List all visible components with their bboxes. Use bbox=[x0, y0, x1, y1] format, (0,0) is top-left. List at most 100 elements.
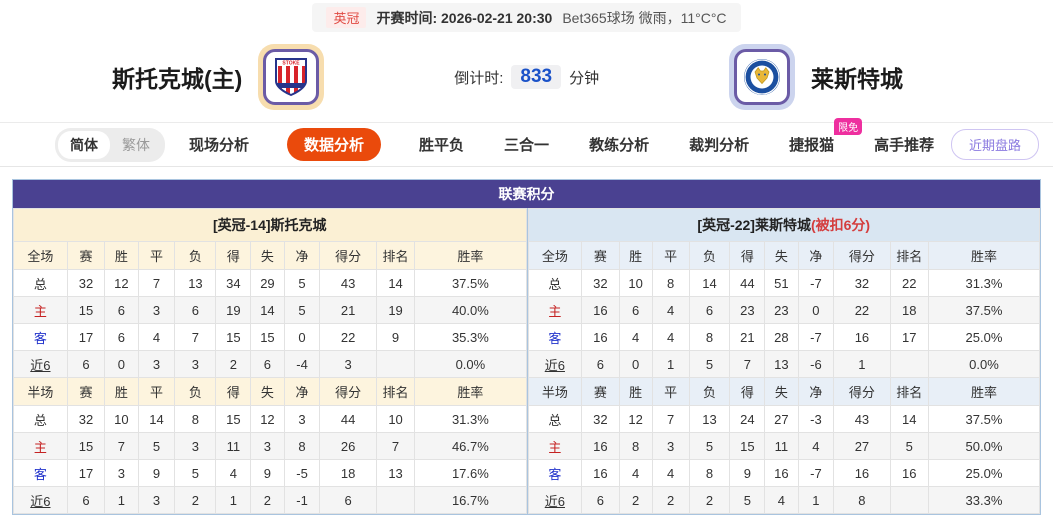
column-header-row: 半场赛胜平负得失净得分 排名 胜率 bbox=[527, 377, 1041, 406]
table-cell: 13 bbox=[688, 405, 731, 433]
column-header: 胜 bbox=[618, 377, 653, 406]
table-cell: 2 bbox=[688, 486, 731, 514]
table-cell: 25.0% bbox=[927, 459, 1041, 487]
table-cell: 16 bbox=[581, 296, 620, 324]
tab-win-draw-lose[interactable]: 胜平负 bbox=[419, 137, 465, 154]
table-cell: 18 bbox=[319, 459, 377, 487]
table-cell: 21 bbox=[729, 323, 766, 351]
table-cell: 37.5% bbox=[927, 296, 1041, 324]
table-cell: 32 bbox=[581, 405, 620, 433]
table-cell: 12 bbox=[104, 269, 139, 297]
tab-referee-analysis[interactable]: 裁判分析 bbox=[689, 137, 750, 154]
row-label[interactable]: 近6 bbox=[13, 486, 68, 514]
table-cell: 26 bbox=[319, 432, 377, 460]
table-row: 客 16 4 4 8 9 16 -7 16 16 25.0% bbox=[527, 459, 1041, 487]
row-label: 主 bbox=[13, 296, 68, 324]
recent-trend-button[interactable]: 近期盘路 bbox=[950, 129, 1039, 160]
column-header: 得 bbox=[215, 377, 252, 406]
team-table-title: [英冠-14]斯托克城 bbox=[212, 217, 327, 233]
table-cell: 4 bbox=[618, 459, 653, 487]
row-label[interactable]: 近6 bbox=[527, 350, 583, 378]
table-cell: 15 bbox=[729, 432, 766, 460]
table-cell: 15 bbox=[215, 405, 252, 433]
points-deduction-note: (被扣6分) bbox=[810, 217, 871, 233]
table-cell: 6 bbox=[250, 350, 285, 378]
column-header: 胜 bbox=[618, 241, 653, 270]
away-team-badge bbox=[729, 44, 795, 110]
column-header: 失 bbox=[764, 241, 799, 270]
tab-coach-analysis[interactable]: 教练分析 bbox=[589, 137, 650, 154]
limited-free-badge: 限免 bbox=[834, 118, 863, 135]
table-cell: 33.3% bbox=[927, 486, 1041, 514]
table-cell: 7 bbox=[137, 269, 176, 297]
table-cell: -6 bbox=[797, 350, 835, 378]
column-header: 胜率 bbox=[414, 377, 527, 406]
column-header: 平 bbox=[651, 241, 690, 270]
table-cell: 6 bbox=[174, 296, 217, 324]
tab-live-analysis[interactable]: 现场分析 bbox=[189, 137, 250, 154]
table-cell: 3 bbox=[104, 459, 139, 487]
team-table-title: [英冠-22]莱斯特城 bbox=[697, 217, 811, 233]
table-cell: 6 bbox=[319, 486, 377, 514]
language-toggle[interactable]: 简体 繁体 bbox=[55, 127, 165, 162]
table-row: 近6 6 2 2 2 5 4 1 8 33.3% bbox=[527, 486, 1041, 514]
table-cell: 31.3% bbox=[927, 269, 1041, 297]
match-header: 斯托克城(主) STOKE bbox=[0, 32, 1053, 122]
away-team-block: 莱斯特城 bbox=[729, 44, 903, 110]
table-cell: 3 bbox=[174, 350, 217, 378]
table-cell bbox=[889, 350, 929, 378]
match-info-bar: 英冠 开赛时间: 2026-02-21 20:30 Bet365球场 微雨，11… bbox=[0, 0, 1053, 32]
table-cell: 8 bbox=[618, 432, 653, 460]
table-cell: 10 bbox=[104, 405, 139, 433]
table-cell: 5 bbox=[283, 296, 321, 324]
row-label[interactable]: 近6 bbox=[527, 486, 583, 514]
table-cell: 6 bbox=[618, 296, 653, 324]
tab-three-in-one[interactable]: 三合一 bbox=[504, 137, 550, 154]
column-header: 得 bbox=[729, 377, 766, 406]
table-cell bbox=[889, 486, 929, 514]
lang-simplified-button[interactable]: 简体 bbox=[58, 130, 110, 159]
home-team-block: 斯托克城(主) STOKE bbox=[112, 44, 325, 110]
tab-jiebao-cat[interactable]: 捷报猫 限免 bbox=[787, 118, 863, 160]
table-cell: 7 bbox=[375, 432, 416, 460]
table-cell: 16 bbox=[833, 459, 891, 487]
column-header-row: 半场赛胜平负得失净得分 排名 胜率 bbox=[13, 377, 527, 406]
table-cell: 21 bbox=[319, 296, 377, 324]
table-cell: 16 bbox=[581, 432, 620, 460]
table-row: 客 16 4 4 8 21 28 -7 16 17 25.0% bbox=[527, 323, 1041, 351]
table-cell: 2 bbox=[618, 486, 653, 514]
countdown-label: 倒计时: bbox=[454, 69, 504, 87]
table-cell: 27 bbox=[764, 405, 799, 433]
column-header: 平 bbox=[137, 377, 176, 406]
panel-body: [英冠-14]斯托克城 全场赛胜平负得失净得分 排名 胜率总 32 12 7 13 34 29 5 4… bbox=[13, 208, 1041, 514]
tab-data-analysis[interactable]: 数据分析 bbox=[287, 128, 382, 161]
column-header: 胜率 bbox=[414, 241, 527, 270]
column-header: 全场 bbox=[13, 241, 68, 270]
row-label[interactable]: 近6 bbox=[13, 350, 68, 378]
table-row: 近6 6 0 3 3 2 6 -4 3 0.0% bbox=[13, 350, 527, 378]
table-cell: 3 bbox=[174, 432, 217, 460]
table-cell: 16 bbox=[833, 323, 891, 351]
tab-expert-picks[interactable]: 高手推荐 bbox=[874, 137, 935, 154]
table-row: 客 17 3 9 5 4 9 -5 18 13 17.6% bbox=[13, 459, 527, 487]
table-cell: 3 bbox=[651, 432, 690, 460]
column-header: 负 bbox=[174, 241, 217, 270]
table-cell: 23 bbox=[729, 296, 766, 324]
table-cell: 10 bbox=[618, 269, 653, 297]
team-table-header: [英冠-14]斯托克城 bbox=[13, 208, 527, 242]
table-cell: 5 bbox=[174, 459, 217, 487]
table-cell: 4 bbox=[215, 459, 252, 487]
lang-traditional-button[interactable]: 繁体 bbox=[122, 136, 150, 153]
table-cell: 32 bbox=[581, 269, 620, 297]
table-cell: 4 bbox=[797, 432, 835, 460]
table-cell: 28 bbox=[764, 323, 799, 351]
table-cell: 6 bbox=[66, 350, 106, 378]
table-cell: 22 bbox=[833, 296, 891, 324]
column-header: 排名 bbox=[375, 241, 416, 270]
kickoff-time: 2026-02-21 20:30 bbox=[441, 9, 553, 26]
table-cell: 22 bbox=[889, 269, 929, 297]
table-cell: 4 bbox=[651, 459, 690, 487]
column-header: 负 bbox=[174, 377, 217, 406]
table-cell: 32 bbox=[66, 269, 106, 297]
home-team-badge: STOKE bbox=[258, 44, 325, 110]
